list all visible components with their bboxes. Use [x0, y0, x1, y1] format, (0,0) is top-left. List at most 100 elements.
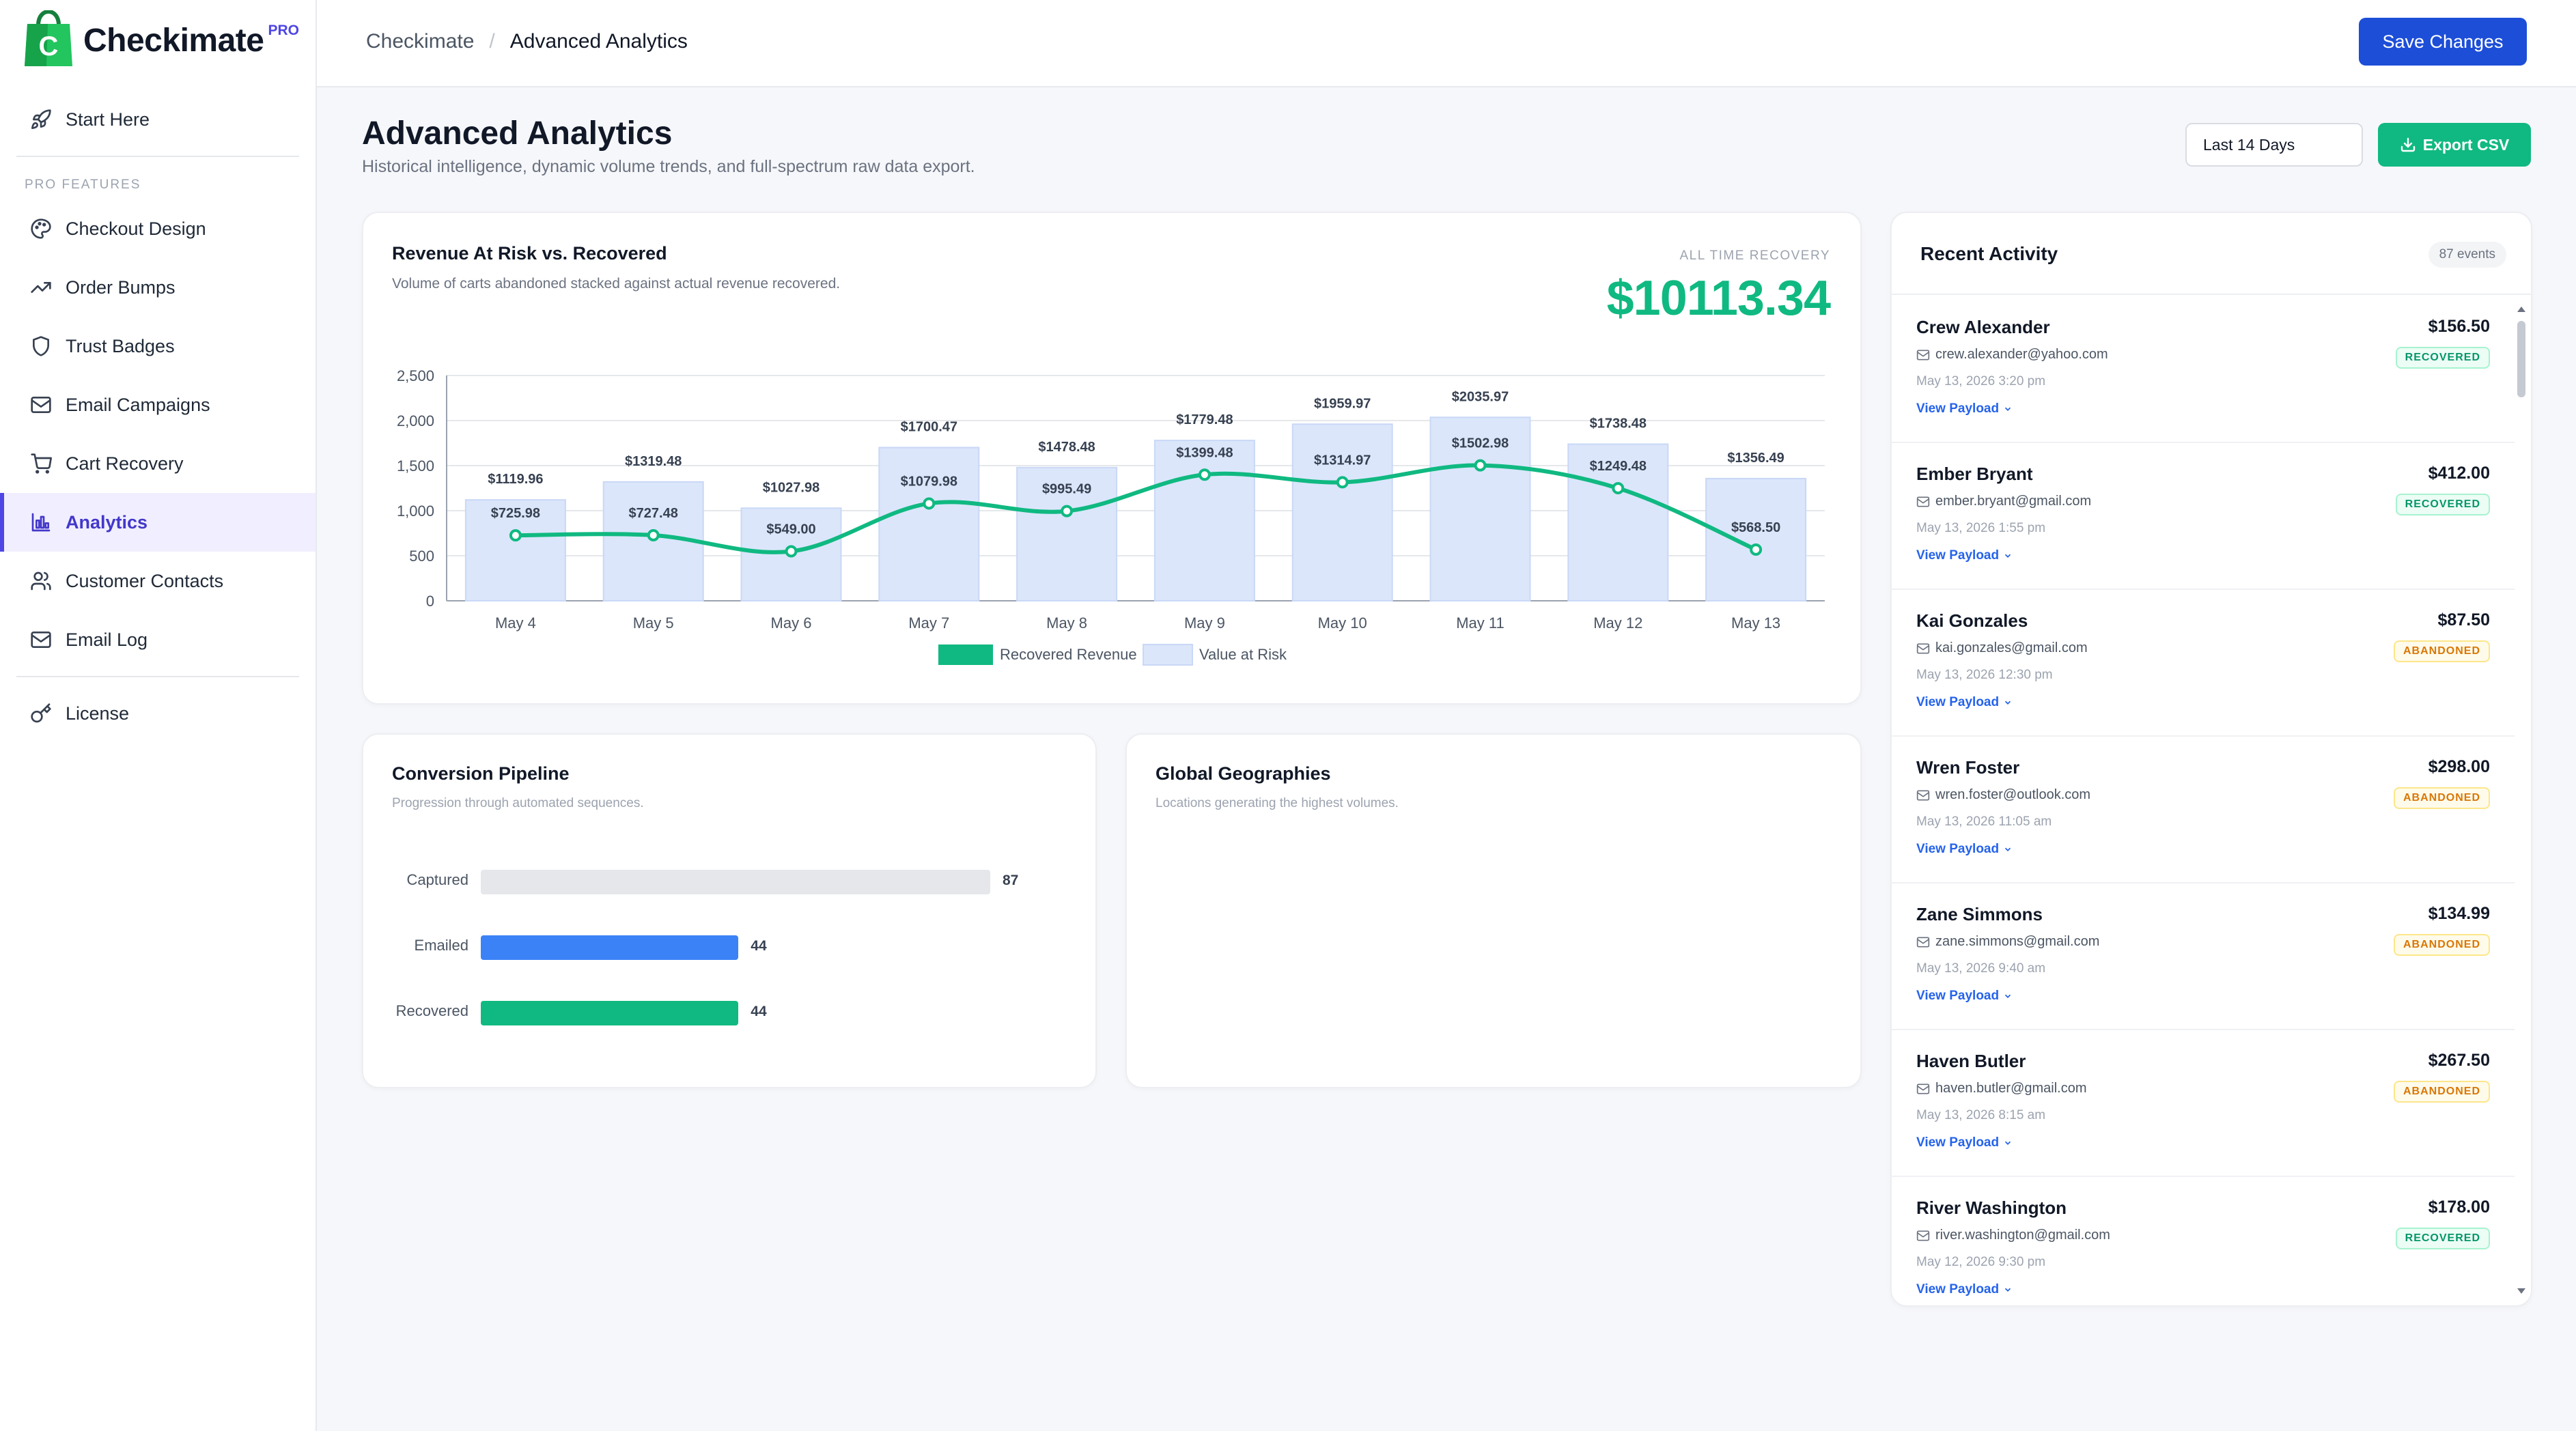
- svg-text:C: C: [39, 31, 59, 61]
- legend-swatch-recovered: [938, 644, 993, 665]
- sidebar-item-trust-badges[interactable]: Trust Badges: [0, 317, 316, 376]
- pipeline-row-label: Captured: [406, 871, 468, 888]
- sidebar-item-order-bumps[interactable]: Order Bumps: [0, 258, 316, 317]
- view-payload-link[interactable]: View Payload: [1916, 842, 2013, 857]
- pipeline-subtitle: Progression through automated sequences.: [392, 796, 644, 810]
- pipeline-row-label: Recovered: [395, 1002, 468, 1019]
- recovered-point-label: $549.00: [766, 522, 815, 537]
- view-payload-label: View Payload: [1916, 548, 2000, 563]
- view-payload-label: View Payload: [1916, 1135, 2000, 1150]
- activity-email: ember.bryant@gmail.com: [1916, 494, 2091, 509]
- activity-customer-name: Ember Bryant: [1916, 464, 2033, 484]
- recovered-point: [647, 528, 660, 541]
- view-payload-label: View Payload: [1916, 695, 2000, 709]
- x-tick-label: May 7: [908, 614, 949, 632]
- pipeline-title: Conversion Pipeline: [392, 763, 570, 784]
- breadcrumb-separator: /: [489, 30, 495, 53]
- x-tick-label: May 8: [1046, 614, 1087, 632]
- sidebar-item-analytics[interactable]: Analytics: [0, 493, 316, 552]
- topbar: Checkimate / Advanced Analytics Save Cha…: [317, 0, 2576, 87]
- view-payload-label: View Payload: [1916, 401, 2000, 416]
- status-badge: ABANDONED: [2394, 787, 2490, 809]
- scroll-down-icon[interactable]: [2516, 1286, 2527, 1299]
- sidebar-nav: Start Here PRO FEATURES Checkout Design …: [0, 90, 316, 743]
- sidebar-item-cart-recovery[interactable]: Cart Recovery: [0, 434, 316, 493]
- sidebar-item-label: Analytics: [66, 511, 148, 533]
- breadcrumb-current: Advanced Analytics: [509, 30, 688, 53]
- view-payload-label: View Payload: [1916, 989, 2000, 1003]
- breadcrumb-root[interactable]: Checkimate: [366, 30, 475, 53]
- risk-bar: [464, 499, 566, 601]
- x-tick-label: May 9: [1184, 614, 1225, 632]
- export-csv-label: Export CSV: [2422, 135, 2510, 154]
- mail-icon: [1916, 348, 1930, 362]
- activity-amount: $156.50: [2428, 317, 2490, 336]
- risk-bar-label: $1027.98: [763, 480, 820, 495]
- risk-bar-label: $2035.97: [1452, 389, 1509, 404]
- cart-icon: [27, 450, 55, 477]
- y-tick-label: 2,500: [397, 367, 434, 384]
- legend-label-recovered: Recovered Revenue: [1000, 646, 1137, 663]
- scrollbar-thumb[interactable]: [2517, 321, 2525, 397]
- view-payload-link[interactable]: View Payload: [1916, 548, 2013, 563]
- revenue-chart: 0 500 1,000 1,500 2,000 2,500 $1119.96 $1319.48…: [397, 367, 1825, 666]
- revenue-chart-card: Revenue At Risk vs. Recovered Volume of …: [362, 212, 1862, 705]
- breadcrumb: Checkimate / Advanced Analytics: [366, 30, 688, 53]
- brand[interactable]: C Checkimate PRO: [23, 9, 299, 71]
- sidebar-item-checkout-design[interactable]: Checkout Design: [0, 199, 316, 258]
- scroll-up-icon[interactable]: [2516, 304, 2527, 317]
- activity-date: May 13, 2026 1:55 pm: [1916, 521, 2046, 535]
- y-tick-label: 1,000: [397, 502, 434, 520]
- legend-label-risk: Value at Risk: [1199, 646, 1287, 663]
- sidebar-item-email-campaigns[interactable]: Email Campaigns: [0, 376, 316, 434]
- export-csv-button[interactable]: Export CSV: [2378, 123, 2531, 167]
- mail-icon: [1916, 495, 1930, 509]
- risk-bar-label: $1119.96: [488, 472, 543, 487]
- sidebar-item-email-log[interactable]: Email Log: [0, 610, 316, 669]
- view-payload-link[interactable]: View Payload: [1916, 989, 2013, 1004]
- nav-section-label: PRO FEATURES: [25, 178, 141, 192]
- activity-customer-name: Crew Alexander: [1916, 317, 2050, 337]
- sidebar-item-label: Email Campaigns: [66, 394, 210, 415]
- date-range-value: Last 14 Days: [2203, 135, 2295, 154]
- date-range-select[interactable]: Last 14 Days: [2185, 123, 2363, 167]
- activity-item: Kai Gonzales $87.50 kai.gonzales@gmail.c…: [1892, 590, 2515, 737]
- revenue-card-title: Revenue At Risk vs. Recovered: [392, 243, 667, 264]
- y-tick-label: 2,000: [397, 412, 434, 429]
- save-changes-button[interactable]: Save Changes: [2359, 18, 2527, 66]
- activity-scrollbar[interactable]: [2515, 296, 2527, 1305]
- mail-icon: [1916, 789, 1930, 802]
- view-payload-link[interactable]: View Payload: [1916, 695, 2013, 710]
- view-payload-link[interactable]: View Payload: [1916, 1282, 2013, 1297]
- sidebar: C Checkimate PRO Start Here PRO FEATURES…: [0, 0, 317, 1431]
- activity-item: Ember Bryant $412.00 ember.bryant@gmail.…: [1892, 443, 2515, 590]
- status-badge: ABANDONED: [2394, 1081, 2490, 1103]
- view-payload-link[interactable]: View Payload: [1916, 401, 2013, 416]
- mail-log-icon: [27, 626, 55, 653]
- legend-swatch-risk: [1143, 644, 1193, 666]
- activity-count-badge: 87 events: [2428, 242, 2506, 268]
- status-badge: RECOVERED: [2395, 1228, 2490, 1249]
- sidebar-item-customer-contacts[interactable]: Customer Contacts: [0, 552, 316, 610]
- shield-icon: [27, 332, 55, 360]
- activity-item: Crew Alexander $156.50 crew.alexander@ya…: [1892, 296, 2515, 443]
- sidebar-item-label: Cart Recovery: [66, 453, 184, 474]
- recovered-point-label: $1249.48: [1590, 459, 1647, 474]
- activity-email-text: crew.alexander@yahoo.com: [1935, 347, 2108, 362]
- chevron-down-icon: [2003, 1138, 2013, 1148]
- pipeline-row-value: 87: [1003, 873, 1019, 888]
- chevron-down-icon: [2003, 698, 2013, 707]
- pipeline-row-recovered: Recovered 44: [363, 1000, 1046, 1027]
- conversion-pipeline-card: Conversion Pipeline Progression through …: [362, 733, 1097, 1088]
- activity-item: Wren Foster $298.00 wren.foster@outlook.…: [1892, 737, 2515, 883]
- x-tick-label: May 10: [1318, 614, 1367, 632]
- activity-item: Haven Butler $267.50 haven.butler@gmail.…: [1892, 1030, 2515, 1177]
- activity-email-text: kai.gonzales@gmail.com: [1935, 640, 2088, 655]
- sidebar-item-license[interactable]: License: [0, 684, 316, 743]
- download-icon: [2400, 137, 2416, 153]
- recovered-point: [1061, 505, 1074, 518]
- brand-pro-badge: PRO: [268, 23, 299, 38]
- sidebar-item-start-here[interactable]: Start Here: [0, 90, 316, 149]
- mail-icon: [1916, 642, 1930, 655]
- view-payload-link[interactable]: View Payload: [1916, 1135, 2013, 1150]
